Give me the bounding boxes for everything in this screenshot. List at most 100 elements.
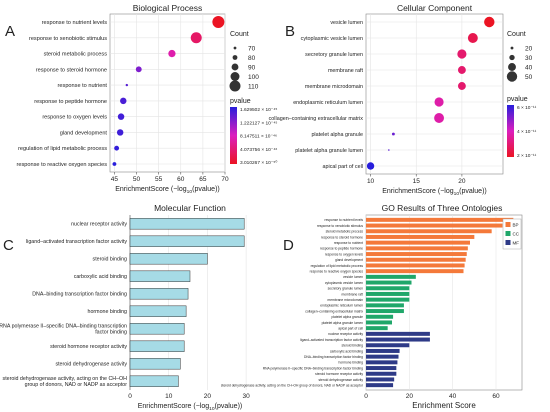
plot-area xyxy=(109,13,226,173)
size-legend-label: 50 xyxy=(525,74,533,81)
y-tick-label: RNA polymerase II–specific DNA–binding t… xyxy=(0,324,127,336)
bar-cc xyxy=(366,314,394,319)
x-axis-label: EnrichmentScore (−log10(pvalue)) xyxy=(115,186,219,195)
y-tick-label: steroid dehydrogenase activity xyxy=(318,378,363,382)
size-legend-dot xyxy=(506,71,518,82)
y-tick-label: response to xenobiotic stimulus xyxy=(317,224,363,228)
x-tick-label: 30 xyxy=(243,393,251,400)
panel-title: Biological Process xyxy=(133,3,202,13)
y-tick-label: carboxylic acid binding xyxy=(74,274,127,280)
legend-label: BP xyxy=(513,223,519,228)
y-tick-label: steroid binding xyxy=(93,257,128,263)
y-tick-label: membrane microdomain xyxy=(305,84,363,90)
data-point xyxy=(112,162,117,166)
color-legend-label: 1.222127 × 10⁻⁴⁵ xyxy=(240,120,277,126)
bar-mf xyxy=(366,383,394,388)
color-legend-label: 2 × 10⁻¹¹ xyxy=(517,153,537,159)
bar xyxy=(129,305,187,317)
y-tick-label: membrane microdomain xyxy=(327,298,363,302)
x-tick-label: 45 xyxy=(111,176,119,183)
y-tick-label: collagen–containing extracellular matrix xyxy=(305,309,363,313)
bar-mf xyxy=(366,331,430,336)
x-tick-label: 55 xyxy=(155,176,163,183)
y-tick-label: response to peptide hormone xyxy=(34,99,107,105)
bar xyxy=(129,253,208,265)
bar-mf xyxy=(366,337,430,342)
data-point xyxy=(116,129,124,136)
y-tick-label: collagen–containing extracellular matrix xyxy=(269,116,364,122)
x-axis-label-part: EnrichmentScore (−log xyxy=(138,403,210,410)
size-legend-dot xyxy=(510,46,514,50)
y-tick-label: membrane raft xyxy=(342,292,364,296)
y-tick-label: DNA–binding transcription factor binding xyxy=(32,292,127,298)
panel-letter: B xyxy=(285,23,295,40)
data-point xyxy=(120,97,127,105)
y-tick-label: DNA–binding transcription factor binding xyxy=(304,355,363,359)
size-legend-label: 90 xyxy=(248,65,256,72)
x-axis-label-part: EnrichmentScore (−log xyxy=(382,188,454,195)
data-point xyxy=(190,32,202,44)
y-tick-label: nuclear receptor activity xyxy=(328,332,363,336)
y-tick-label: secretory granule lumen xyxy=(305,52,363,58)
y-tick-label: vesicle lumen xyxy=(330,20,363,26)
x-axis-label: Enrichment Score xyxy=(412,401,476,410)
x-axis-label-subscript: 10 xyxy=(454,191,460,197)
x-tick-label: 10 xyxy=(367,178,375,185)
y-tick-label: ligand–activated transcription factor ac… xyxy=(300,338,363,342)
panel-letter: D xyxy=(283,237,294,254)
x-axis-label-part: EnrichmentScore (−log xyxy=(115,186,187,193)
y-tick-label: response to oxygen levels xyxy=(42,115,107,121)
bar-mf xyxy=(366,343,410,348)
y-tick-label: vesicle lumen xyxy=(343,275,363,279)
bar xyxy=(129,270,191,282)
x-axis-label-subscript: 10 xyxy=(209,406,215,412)
bar xyxy=(129,323,185,335)
data-point xyxy=(135,66,142,73)
y-tick-label: membrane raft xyxy=(328,68,364,74)
legend-swatch xyxy=(505,231,511,236)
x-tick-label: 20 xyxy=(204,393,212,400)
bar-mf xyxy=(366,354,399,359)
y-tick-label: steroid metabolic process xyxy=(326,230,364,234)
y-tick-label: endoplasmic reticulum lumen xyxy=(320,304,363,308)
data-point xyxy=(484,16,495,28)
y-tick-label: response to steroid hormone xyxy=(321,235,363,239)
bar xyxy=(129,358,181,370)
size-legend-label: 30 xyxy=(525,55,533,62)
data-point xyxy=(114,145,120,151)
x-axis-label-subscript: 10 xyxy=(187,189,193,195)
data-point xyxy=(457,82,466,90)
x-axis-label: EnrichmentScore (−log10(pvalue)) xyxy=(138,403,242,412)
data-point xyxy=(434,97,444,107)
y-tick-label: regulation of lipid metabolic process xyxy=(18,146,107,152)
x-tick-label: 20 xyxy=(406,393,414,400)
size-legend-dot xyxy=(229,80,241,92)
bar-cc xyxy=(366,274,416,279)
x-tick-label: 0 xyxy=(364,393,368,400)
x-tick-label: 60 xyxy=(177,176,185,183)
size-legend-title: Count xyxy=(230,31,249,38)
data-point xyxy=(434,113,445,123)
x-tick-label: 60 xyxy=(492,393,500,400)
x-tick-label: 15 xyxy=(413,178,421,185)
size-legend-label: 70 xyxy=(248,46,256,53)
color-legend-label: 6 × 10⁻¹¹ xyxy=(517,105,537,111)
bar-mf xyxy=(366,360,398,365)
y-tick-label: response to steroid hormone xyxy=(36,67,107,73)
panel-letter: C xyxy=(3,237,14,254)
x-tick-label: 50 xyxy=(133,176,141,183)
y-tick-label: response to nutrient xyxy=(58,83,108,89)
bar-mf xyxy=(366,371,397,376)
y-tick-label: gland development xyxy=(335,258,363,262)
bar-cc xyxy=(366,309,404,314)
size-legend-label: 110 xyxy=(248,84,259,91)
data-point xyxy=(467,33,478,43)
size-legend-dot xyxy=(508,63,516,71)
x-axis-label-part: (pvalue)) xyxy=(459,188,487,195)
size-legend-label: 80 xyxy=(248,55,256,62)
y-tick-label: platelet alpha granule xyxy=(331,315,363,319)
bar-mf xyxy=(366,377,395,382)
bar-bp xyxy=(366,269,464,274)
bar xyxy=(129,288,189,300)
